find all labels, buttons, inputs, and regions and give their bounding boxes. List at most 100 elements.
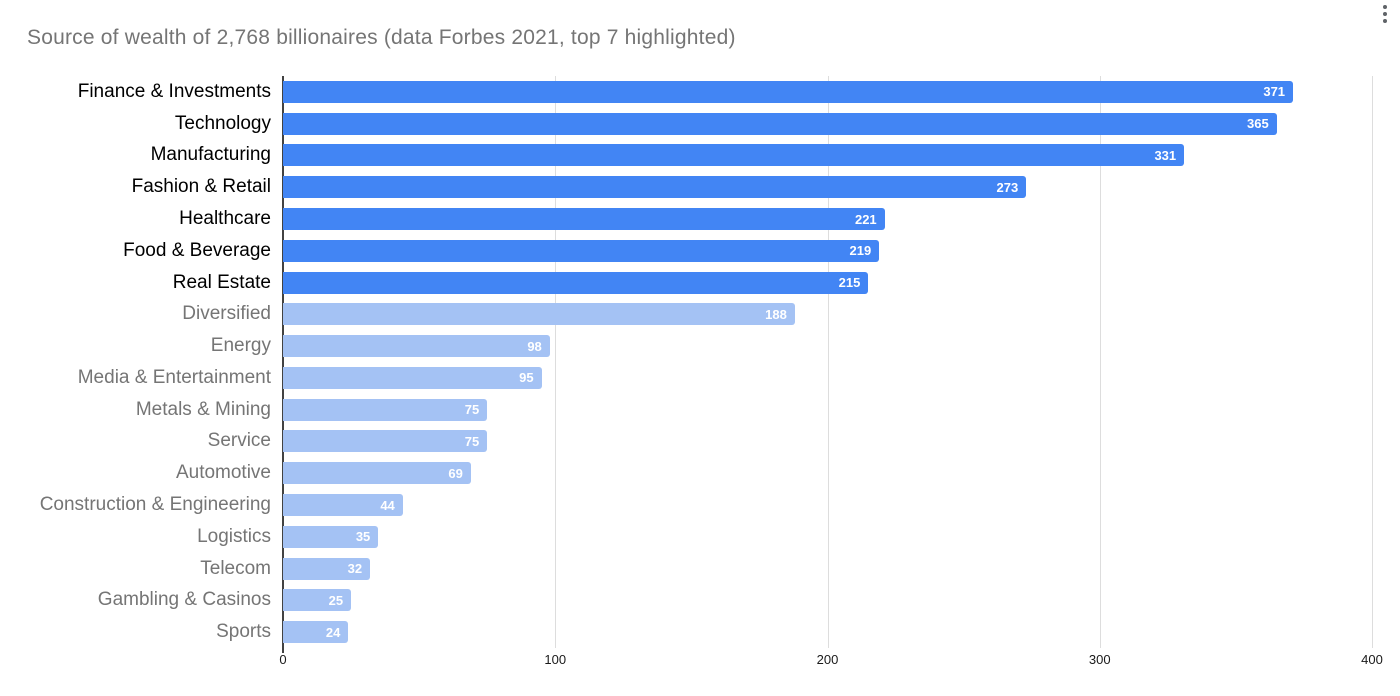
x-tick-label: 0 bbox=[279, 652, 287, 667]
bar[interactable]: 75 bbox=[283, 398, 488, 421]
x-axis: 0 100 200 300 400 bbox=[279, 652, 1382, 672]
bar[interactable]: 25 bbox=[283, 589, 352, 612]
bar[interactable]: 188 bbox=[283, 303, 795, 326]
chart-row: Telecom 32 bbox=[0, 553, 1400, 585]
gridline bbox=[1372, 76, 1373, 648]
category-label: Finance & Investments bbox=[77, 80, 271, 102]
bar[interactable]: 273 bbox=[283, 176, 1027, 199]
bar[interactable]: 331 bbox=[283, 144, 1185, 167]
category-label: Food & Beverage bbox=[123, 239, 271, 261]
category-label: Diversified bbox=[182, 303, 271, 325]
bar[interactable]: 371 bbox=[283, 80, 1294, 103]
chart-row: Service 75 bbox=[0, 426, 1400, 458]
bar-track: 98 bbox=[283, 335, 1372, 358]
bar-value-label: 365 bbox=[1247, 116, 1269, 132]
bar-track: 221 bbox=[283, 208, 1372, 231]
bar-track: 188 bbox=[283, 303, 1372, 326]
category-label: Automotive bbox=[175, 462, 271, 484]
bar[interactable]: 219 bbox=[283, 239, 880, 262]
kebab-menu-icon bbox=[1383, 5, 1387, 9]
bar-value-label: 215 bbox=[838, 275, 861, 291]
gridlines-layer bbox=[283, 76, 1373, 648]
bar-value-label: 98 bbox=[527, 338, 542, 354]
bar-value-label: 75 bbox=[464, 402, 480, 418]
category-label: Metals & Mining bbox=[135, 398, 271, 420]
bar-track: 35 bbox=[283, 525, 1372, 548]
chart-row: Food & Beverage 219 bbox=[0, 235, 1400, 267]
chart-rows: Finance & Investments 371 Technology 365 Man… bbox=[0, 76, 1400, 648]
bar-value-label: 371 bbox=[1263, 84, 1286, 100]
chart-row: Diversified 188 bbox=[0, 298, 1400, 330]
x-tick-label: 300 bbox=[1088, 652, 1111, 667]
category-label: Fashion & Retail bbox=[131, 176, 271, 198]
bar-value-label: 188 bbox=[765, 306, 787, 322]
bar-track: 95 bbox=[283, 366, 1372, 389]
category-label: Sports bbox=[216, 621, 271, 643]
category-label: Energy bbox=[210, 335, 271, 357]
bar-track: 44 bbox=[283, 494, 1372, 517]
bar[interactable]: 24 bbox=[283, 621, 349, 644]
bar-value-label: 25 bbox=[328, 592, 344, 608]
x-tick-label: 100 bbox=[544, 652, 567, 667]
bar[interactable]: 365 bbox=[283, 112, 1277, 135]
bar-value-label: 273 bbox=[996, 179, 1019, 195]
bar-value-label: 331 bbox=[1154, 147, 1177, 163]
bar[interactable]: 32 bbox=[283, 557, 371, 580]
chart-row: Construction & Engineering 44 bbox=[0, 489, 1400, 521]
bar[interactable]: 95 bbox=[283, 366, 542, 389]
bar[interactable]: 35 bbox=[283, 525, 379, 548]
bar-track: 365 bbox=[283, 112, 1372, 135]
category-label: Logistics bbox=[197, 525, 271, 547]
gridline bbox=[555, 76, 557, 648]
x-tick-label: 200 bbox=[816, 652, 839, 667]
gridline bbox=[1099, 76, 1101, 648]
bar-track: 75 bbox=[283, 398, 1372, 421]
bar-track: 25 bbox=[283, 589, 1372, 612]
bar-value-label: 75 bbox=[464, 433, 480, 449]
chart-row: Healthcare 221 bbox=[0, 203, 1400, 235]
bar[interactable]: 44 bbox=[283, 494, 403, 517]
gridline bbox=[827, 76, 829, 648]
chart-row: Sports 24 bbox=[0, 616, 1400, 648]
bar-track: 32 bbox=[283, 557, 1372, 580]
bar-track: 331 bbox=[283, 144, 1372, 167]
bar-value-label: 221 bbox=[854, 211, 877, 227]
bar[interactable]: 98 bbox=[283, 335, 550, 358]
bar-track: 273 bbox=[283, 176, 1372, 199]
category-label: Manufacturing bbox=[150, 144, 271, 166]
chart-row: Technology 365 bbox=[0, 108, 1400, 140]
x-tick-label: 400 bbox=[1361, 652, 1383, 667]
more-options-button[interactable] bbox=[1374, 1, 1396, 29]
bar-track: 215 bbox=[283, 271, 1372, 294]
bar-value-label: 24 bbox=[325, 624, 341, 640]
bar-value-label: 32 bbox=[347, 561, 363, 577]
plot-area bbox=[282, 76, 1373, 653]
bar-value-label: 35 bbox=[355, 529, 371, 545]
bar-track: 371 bbox=[283, 80, 1372, 103]
chart-row: Real Estate 215 bbox=[0, 267, 1400, 299]
bar[interactable]: 75 bbox=[283, 430, 488, 453]
chart-row: Metals & Mining 75 bbox=[0, 394, 1400, 426]
bar[interactable]: 69 bbox=[283, 462, 471, 485]
chart-row: Logistics 35 bbox=[0, 521, 1400, 553]
bar[interactable]: 221 bbox=[283, 208, 885, 231]
chart-row: Gambling & Casinos 25 bbox=[0, 585, 1400, 617]
bar-track: 75 bbox=[283, 430, 1372, 453]
category-label: Real Estate bbox=[172, 271, 271, 293]
bar[interactable]: 215 bbox=[283, 271, 869, 294]
category-label: Healthcare bbox=[179, 208, 271, 230]
bar-value-label: 219 bbox=[849, 243, 872, 259]
category-label: Technology bbox=[174, 112, 271, 134]
category-label: Construction & Engineering bbox=[39, 494, 271, 516]
category-label: Gambling & Casinos bbox=[97, 589, 271, 611]
bar-track: 69 bbox=[283, 462, 1372, 485]
category-label: Media & Entertainment bbox=[77, 366, 271, 388]
chart-row: Automotive 69 bbox=[0, 457, 1400, 489]
category-label: Telecom bbox=[200, 557, 271, 579]
chart-row: Finance & Investments 371 bbox=[0, 76, 1400, 108]
chart-row: Manufacturing 331 bbox=[0, 140, 1400, 172]
bar-track: 24 bbox=[283, 621, 1372, 644]
bar-track: 219 bbox=[283, 239, 1372, 262]
bar-value-label: 44 bbox=[380, 497, 395, 513]
